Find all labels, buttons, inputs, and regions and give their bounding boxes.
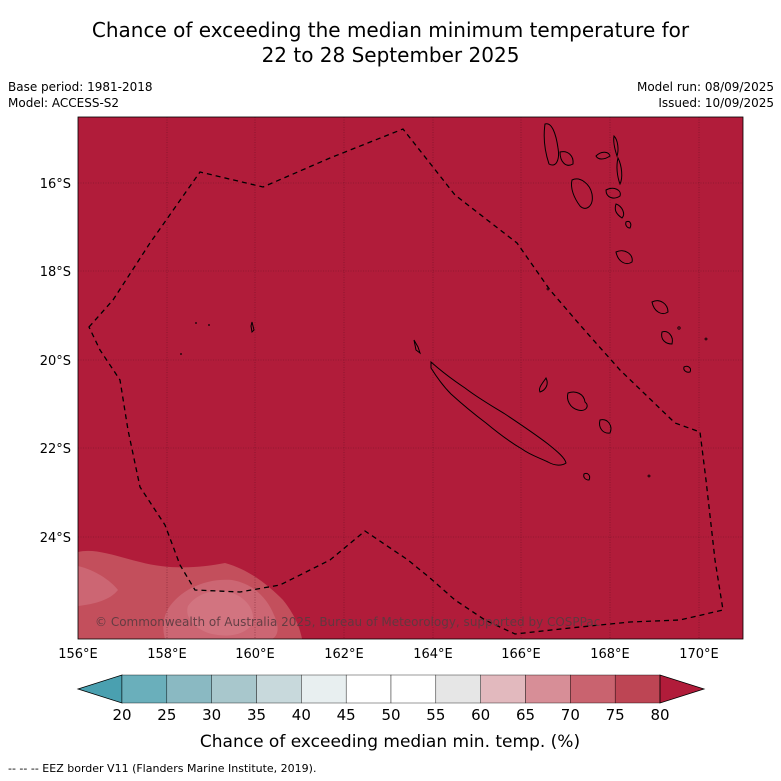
- island-epi: [614, 203, 625, 219]
- graticule: [78, 117, 743, 639]
- island-small-2: [647, 474, 651, 478]
- lon-tick-label: 156°E: [58, 647, 98, 662]
- colorbar-tick-label: 60: [471, 706, 490, 724]
- colorbar-segment: [211, 674, 257, 704]
- map-panel: © Commonwealth of Australia 2025, Bureau…: [78, 117, 743, 639]
- colorbar-segment: [525, 674, 571, 704]
- title-line-1: Chance of exceeding the median minimum t…: [91, 18, 690, 42]
- colorbar-segment: [480, 674, 526, 704]
- lon-tick-label: 170°E: [679, 647, 719, 662]
- colorbar-tick-label: 30: [202, 706, 221, 724]
- island-loyalty-mare: [599, 419, 612, 434]
- reef-dot-2: [180, 353, 182, 355]
- map-title: Chance of exceeding the median minimum t…: [0, 18, 781, 68]
- meta-right: Model run: 08/09/2025 Issued: 10/09/2025: [637, 79, 774, 111]
- map-border: [77, 116, 744, 640]
- colorbar-under-extension: [76, 674, 123, 704]
- island-ambae: [595, 151, 611, 160]
- colorbar-tick-label: 70: [561, 706, 580, 724]
- colorbar-over-extension: [659, 674, 706, 704]
- lon-tick-label: 164°E: [413, 647, 453, 662]
- colorbar-segment: [345, 674, 392, 704]
- island-efate: [615, 250, 633, 265]
- probability-field: [78, 117, 743, 639]
- colorbar-tick-label: 75: [606, 706, 625, 724]
- island-small-1: [546, 287, 550, 291]
- colorbar-segment: [301, 674, 347, 704]
- colorbar-tick-label: 55: [426, 706, 445, 724]
- island-ambrym: [605, 187, 621, 199]
- title-line-2: 22 to 28 September 2025: [261, 43, 520, 67]
- island-aneityum: [683, 365, 691, 373]
- colorbar-segment: [121, 674, 168, 704]
- base-period: Base period: 1981-2018: [8, 80, 153, 94]
- island-new-caledonia: [430, 360, 567, 466]
- colorbar-label: Chance of exceeding median min. temp. (%…: [200, 732, 580, 752]
- lon-tick-label: 158°E: [147, 647, 187, 662]
- colorbar-tick-label: 65: [516, 706, 535, 724]
- island-espiritu-santo: [543, 123, 559, 166]
- colorbar-segment: [256, 674, 302, 704]
- colorbar-segment: [390, 674, 437, 704]
- lon-tick-label: 162°E: [324, 647, 364, 662]
- colorbar-segment: [570, 674, 616, 704]
- reef-dot-1: [195, 322, 197, 324]
- colorbar-tick-label: 25: [157, 706, 176, 724]
- reef-dot-3: [208, 324, 210, 326]
- lon-tick-label: 160°E: [235, 647, 275, 662]
- colorbar-tick-label: 50: [381, 706, 400, 724]
- colorbar-tick-label: 35: [247, 706, 266, 724]
- lon-axis: 156°E 158°E 160°E 162°E 164°E 166°E 168°…: [58, 647, 719, 662]
- island-tanna: [661, 331, 673, 345]
- lat-tick-label: 20°S: [40, 354, 71, 369]
- colorbar-tick-label: 45: [337, 706, 356, 724]
- colorbar-segment: [614, 674, 661, 704]
- island-aniwa: [704, 337, 708, 341]
- lat-tick-label: 22°S: [40, 442, 71, 457]
- lon-tick-label: 168°E: [590, 647, 630, 662]
- probability-patch-65: [187, 590, 254, 636]
- island-pines: [583, 473, 591, 481]
- island-erromango: [651, 300, 669, 315]
- island-belep: [413, 339, 421, 355]
- colorbar-segment: [435, 674, 481, 704]
- colorbar-tick-label: 80: [650, 706, 669, 724]
- island-chesterfield: [250, 321, 255, 334]
- island-malekula: [571, 178, 593, 209]
- model-run: Model run: 08/09/2025: [636, 80, 774, 94]
- eez-legend-note: -- -- -- EEZ border V11 (Flanders Marine…: [8, 762, 317, 775]
- colorbar: [76, 674, 706, 704]
- lat-tick-label: 24°S: [40, 531, 71, 546]
- island-loyalty-lifou: [567, 391, 588, 411]
- meta-left: Base period: 1981-2018 Model: ACCESS-S2: [8, 79, 153, 111]
- lat-tick-label: 16°S: [40, 177, 71, 192]
- island-futuna: [677, 326, 681, 330]
- lon-tick-label: 166°E: [501, 647, 541, 662]
- probability-patch-70: [78, 566, 118, 606]
- colorbar-tick-label: 20: [112, 706, 131, 724]
- copyright-notice: © Commonwealth of Australia 2025, Bureau…: [95, 615, 600, 629]
- eez-border: [88, 128, 724, 635]
- lat-axis: 16°S 18°S 20°S 22°S 24°S: [40, 177, 71, 546]
- colorbar-tick-label: 40: [292, 706, 311, 724]
- island-malo: [559, 151, 574, 166]
- island-pentecost: [616, 156, 623, 186]
- island-shepherds: [625, 221, 632, 229]
- island-loyalty-ouvea: [539, 377, 548, 393]
- colorbar-ticks: 20 25 30 35 40 45 50 55 60 65 70 75 80: [112, 706, 669, 724]
- model-name: Model: ACCESS-S2: [8, 96, 120, 110]
- colorbar-segment: [166, 674, 212, 704]
- issued-date: Issued: 10/09/2025: [658, 96, 774, 110]
- island-maewo: [613, 134, 619, 158]
- lat-tick-label: 18°S: [40, 265, 71, 280]
